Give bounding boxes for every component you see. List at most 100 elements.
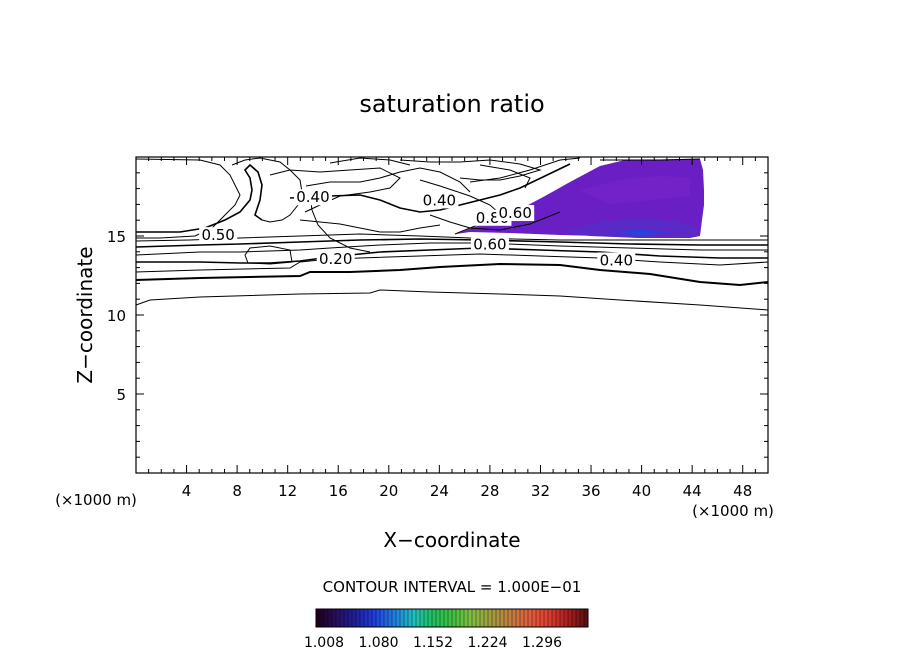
colorbar-cell bbox=[380, 609, 385, 627]
x-tick-label: 44 bbox=[683, 482, 702, 500]
colorbar bbox=[315, 608, 589, 628]
x-tick-label: 8 bbox=[232, 482, 242, 500]
x-tick-label: 12 bbox=[278, 482, 297, 500]
y-axis-title: Z−coordinate bbox=[73, 246, 97, 383]
colorbar-cell bbox=[408, 609, 413, 627]
colorbar-cell bbox=[448, 609, 453, 627]
colorbar-cell bbox=[384, 609, 389, 627]
x-tick-label: 32 bbox=[531, 482, 550, 500]
colorbar-tick-label: 1.296 bbox=[522, 635, 562, 651]
colorbar-cell bbox=[580, 609, 585, 627]
colorbar-cell bbox=[368, 609, 373, 627]
colorbar-cell bbox=[316, 609, 321, 627]
colorbar-cell bbox=[436, 609, 441, 627]
colorbar-cell bbox=[500, 609, 505, 627]
colorbar-cell bbox=[460, 609, 465, 627]
colorbar-cell bbox=[352, 609, 357, 627]
colorbar-cell bbox=[484, 609, 489, 627]
colorbar-cell bbox=[528, 609, 533, 627]
x-unit-label-right: (×1000 m) bbox=[692, 502, 774, 520]
x-tick-label: 36 bbox=[581, 482, 600, 500]
colorbar-cell bbox=[392, 609, 397, 627]
contour-interval-text: CONTOUR INTERVAL = 1.000E−01 bbox=[323, 578, 582, 596]
y-tick-label: 15 bbox=[107, 228, 126, 246]
colorbar-cell bbox=[320, 609, 325, 627]
contour-label: 0.50 bbox=[201, 226, 234, 244]
contour-label-bg bbox=[316, 250, 355, 267]
colorbar-cell bbox=[400, 609, 405, 627]
contour-labels: 0.40 0.400.500.200.600.400.800.60 bbox=[199, 188, 636, 269]
contour-label: 0.40 bbox=[423, 191, 456, 209]
colorbar-cell bbox=[456, 609, 461, 627]
colorbar-cell bbox=[540, 609, 545, 627]
contour-label: 0.60 bbox=[498, 204, 531, 222]
colorbar-cell bbox=[532, 609, 537, 627]
colorbar-cell bbox=[388, 609, 393, 627]
colorbar-cell bbox=[464, 609, 469, 627]
colorbar-tick-label: 1.152 bbox=[413, 635, 453, 651]
colorbar-cell bbox=[556, 609, 561, 627]
colorbar-cell bbox=[524, 609, 529, 627]
colorbar-cell bbox=[412, 609, 417, 627]
x-tick-label: 20 bbox=[379, 482, 398, 500]
x-tick-label: 40 bbox=[632, 482, 651, 500]
contour-label: 0.40 bbox=[600, 251, 633, 269]
colorbar-cell bbox=[520, 609, 525, 627]
colorbar-cell bbox=[364, 609, 369, 627]
colorbar-cell bbox=[476, 609, 481, 627]
colorbar-cell bbox=[372, 609, 377, 627]
colorbar-cell bbox=[324, 609, 329, 627]
colorbar-cell bbox=[472, 609, 477, 627]
colorbar-tick-label: 1.080 bbox=[358, 635, 398, 651]
colorbar-cell bbox=[328, 609, 333, 627]
colorbar-cell bbox=[416, 609, 421, 627]
colorbar-cell bbox=[348, 609, 353, 627]
colorbar-cell bbox=[344, 609, 349, 627]
colorbar-cell bbox=[432, 609, 437, 627]
contour-label: 0.20 bbox=[319, 250, 352, 268]
colorbar-cell bbox=[512, 609, 517, 627]
colorbar-cell bbox=[488, 609, 493, 627]
colorbar-cell bbox=[544, 609, 549, 627]
x-tick-label: 24 bbox=[430, 482, 449, 500]
colorbar-cell bbox=[508, 609, 513, 627]
colorbar-cell bbox=[420, 609, 425, 627]
contour-label-bg bbox=[470, 236, 509, 253]
y-axis-ticks: 5 10 15 bbox=[107, 172, 768, 458]
colorbar-cell bbox=[516, 609, 521, 627]
colorbar-cell bbox=[404, 609, 409, 627]
colorbar-cell bbox=[376, 609, 381, 627]
colorbar-cell bbox=[480, 609, 485, 627]
x-axis-ticks: 4 8 12 16 20 24 28 32 36 40 44 48 bbox=[148, 157, 756, 500]
contour-label: 0.60 bbox=[473, 236, 506, 254]
colorbar-cell bbox=[536, 609, 541, 627]
colorbar-cell bbox=[492, 609, 497, 627]
contour-label-bg bbox=[597, 252, 636, 269]
y-tick-label: 5 bbox=[116, 386, 126, 404]
colorbar-cell bbox=[340, 609, 345, 627]
colorbar-cell bbox=[452, 609, 457, 627]
contour-label-bg bbox=[496, 205, 535, 222]
colorbar-cell bbox=[496, 609, 501, 627]
colorbar-cell bbox=[552, 609, 557, 627]
colorbar-cell bbox=[428, 609, 433, 627]
colorbar-cell bbox=[504, 609, 509, 627]
contour-label: 0.40 bbox=[296, 188, 329, 206]
colorbar-frame bbox=[315, 608, 589, 628]
colorbar-cell bbox=[584, 609, 589, 627]
colorbar-cell bbox=[332, 609, 337, 627]
contour-label-bg bbox=[293, 189, 332, 206]
colorbar-cell bbox=[564, 609, 569, 627]
x-axis-title: X−coordinate bbox=[383, 528, 520, 552]
colorbar-tick-label: 1.224 bbox=[467, 635, 507, 651]
colorbar-tick-label: 1.008 bbox=[304, 635, 344, 651]
chart-title: saturation ratio bbox=[359, 90, 544, 118]
colorbar-cell bbox=[440, 609, 445, 627]
x-tick-label: 4 bbox=[182, 482, 192, 500]
contour-label-bg bbox=[420, 192, 459, 209]
colorbar-cell bbox=[396, 609, 401, 627]
colorbar-cell bbox=[424, 609, 429, 627]
y-tick-label: 10 bbox=[107, 307, 126, 325]
colorbar-cell bbox=[568, 609, 573, 627]
colorbar-cell bbox=[356, 609, 361, 627]
